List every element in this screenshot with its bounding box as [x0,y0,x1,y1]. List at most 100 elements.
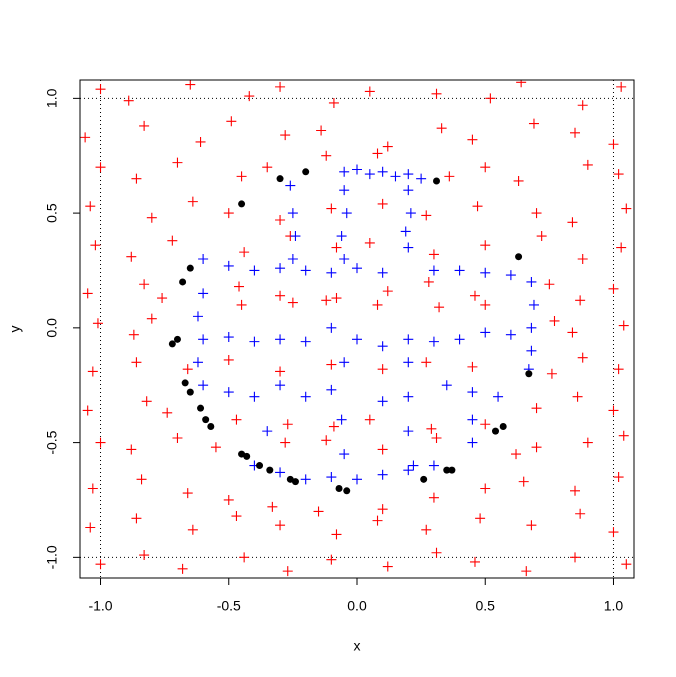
point [416,173,427,184]
point [485,93,496,104]
point [372,299,383,310]
point [518,476,529,487]
point [352,164,362,175]
point [382,141,393,152]
point [331,242,342,253]
point [80,132,91,143]
point [531,208,542,219]
point [195,136,206,147]
point [480,419,491,430]
point [467,361,478,372]
point [513,175,524,186]
point [528,118,539,129]
point [528,299,539,310]
point [608,527,619,538]
point [198,288,209,299]
y-tick-label: 1.0 [44,88,60,108]
point [187,524,198,535]
point [275,380,286,391]
point [331,293,342,304]
point [326,554,337,565]
point [421,357,432,368]
point [572,391,583,402]
y-tick-label: -0.5 [44,430,60,454]
point [408,460,419,471]
point [131,173,142,184]
point [339,185,350,196]
point [226,116,237,127]
point [526,345,537,356]
point [515,253,523,261]
point [480,299,491,310]
point [321,150,332,161]
point [364,237,375,248]
point [326,359,337,370]
point [262,426,273,437]
point [420,475,428,483]
x-tick-label: -0.5 [217,598,241,614]
point [287,208,298,219]
point [313,506,324,517]
point [223,260,234,271]
point [472,201,483,212]
point [123,95,134,106]
point [431,433,442,444]
point [131,513,142,524]
point [608,405,619,416]
point [172,433,183,444]
point [505,270,516,281]
point [162,407,173,418]
point [403,185,414,196]
point [377,504,388,515]
point [276,175,284,183]
point [426,423,437,434]
point [467,134,478,145]
point [336,414,347,425]
point [400,226,411,237]
point [549,315,560,326]
point [136,474,147,485]
point [467,437,478,448]
point [492,427,499,435]
point [343,487,351,495]
point [431,88,442,99]
point [92,318,103,329]
point [167,235,178,246]
point [499,423,507,431]
point [244,91,255,102]
y-axis-label: y [7,326,23,333]
point [616,242,627,253]
point [302,168,310,176]
point [236,171,247,182]
point [87,483,98,494]
point [328,97,339,108]
point [95,559,106,570]
point [480,267,491,278]
point [480,240,491,251]
point [223,494,234,505]
point [326,472,337,483]
point [202,416,210,424]
x-tick-label: 0.0 [347,598,367,614]
point [326,384,337,395]
point [577,100,588,111]
point [275,334,286,345]
point [403,426,414,437]
point [403,169,414,180]
point [139,279,150,290]
point [266,466,274,474]
point [185,80,196,90]
x-tick-label: -1.0 [88,598,112,614]
point [431,547,442,558]
point [287,297,298,308]
point [95,437,106,448]
point [82,405,93,416]
point [239,247,250,258]
point [328,421,339,432]
point [275,467,286,478]
point [287,254,298,265]
point [364,414,375,425]
point [511,449,522,460]
point [372,148,383,159]
point [444,171,455,182]
